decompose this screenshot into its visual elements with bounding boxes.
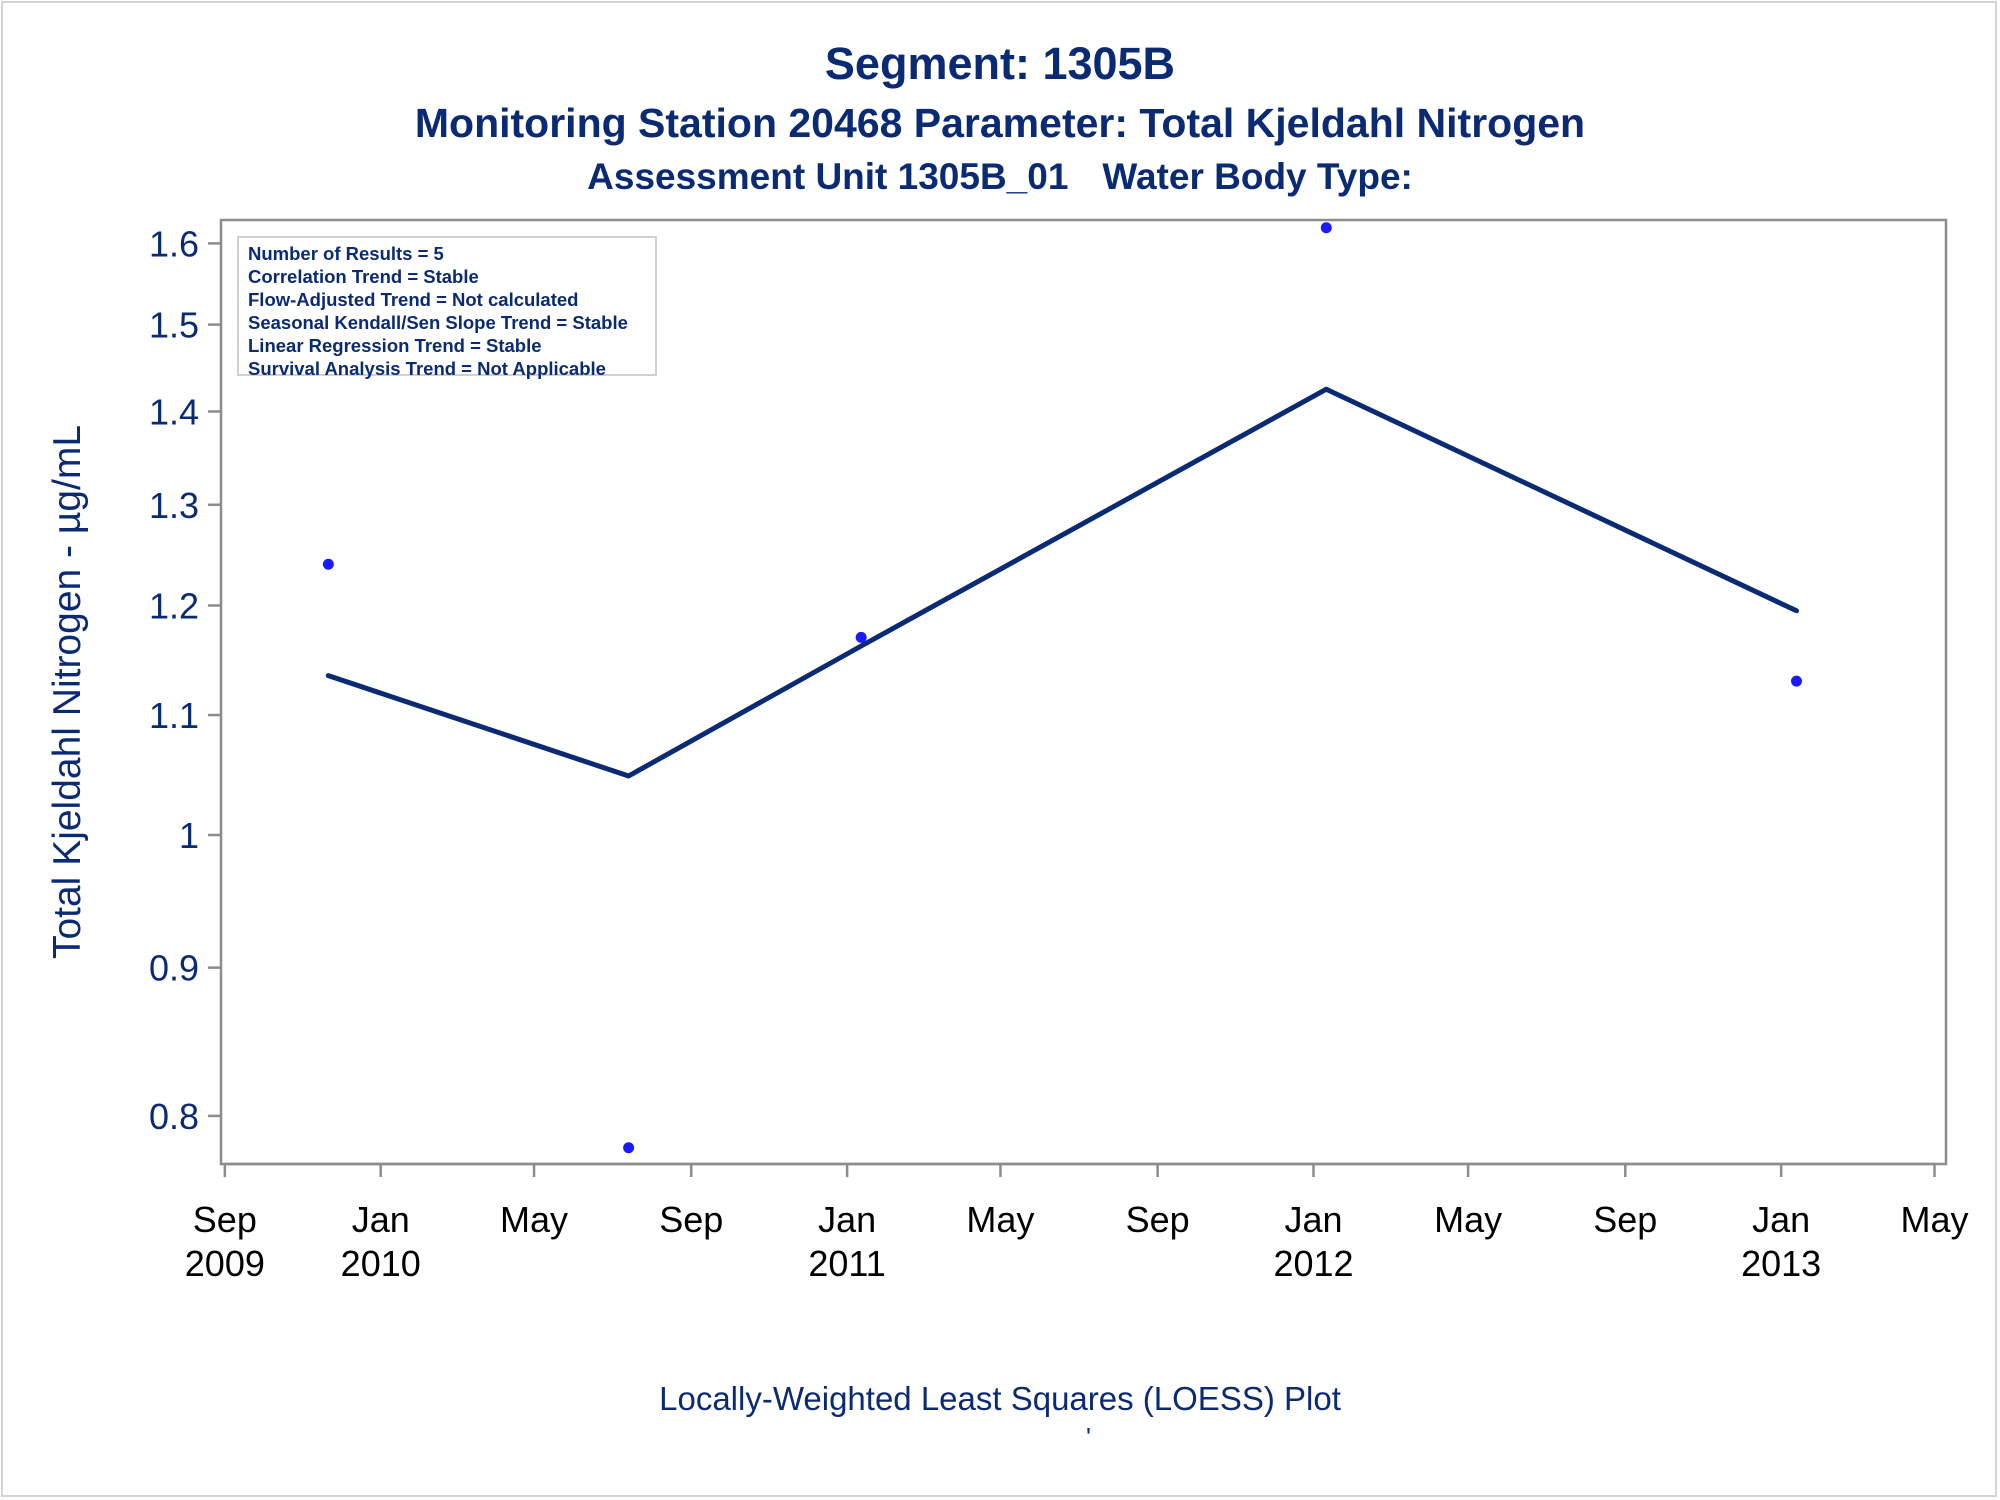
stat-survival-analysis-trend: Survival Analysis Trend = Not Applicable bbox=[248, 358, 606, 379]
stat-linear-regression-trend: Linear Regression Trend = Stable bbox=[248, 335, 542, 356]
x-tick-label: Sep bbox=[659, 1199, 723, 1240]
y-axis-label: Total Kjeldahl Nitrogen - µg/mL bbox=[46, 425, 89, 959]
y-tick-label: 1.5 bbox=[149, 305, 199, 346]
y-tick-label: 1.1 bbox=[149, 695, 199, 736]
y-tick-label: 0.8 bbox=[149, 1096, 199, 1137]
chart-subtitle-2: Assessment Unit 1305B_01 Water Body Type: bbox=[0, 156, 2000, 198]
x-tick-label: Jan bbox=[1284, 1199, 1342, 1240]
assessment-unit-label: Assessment Unit 1305B_01 bbox=[587, 156, 1069, 197]
trend-stats-box: Number of Results = 5 Correlation Trend … bbox=[237, 236, 657, 379]
stat-seasonal-kendall-trend: Seasonal Kendall/Sen Slope Trend = Stabl… bbox=[248, 312, 628, 333]
data-point bbox=[1791, 675, 1802, 687]
x-tick-year-label: 2011 bbox=[808, 1243, 885, 1284]
x-tick-label: Jan bbox=[352, 1199, 410, 1240]
y-tick-label: 1.4 bbox=[149, 391, 199, 432]
x-tick-year-label: 2009 bbox=[185, 1243, 265, 1284]
x-tick-label: May bbox=[966, 1199, 1034, 1240]
y-tick-label: 1 bbox=[179, 815, 199, 856]
chart-subtitle: Monitoring Station 20468 Parameter: Tota… bbox=[414, 100, 1586, 146]
y-tick-label: 1.3 bbox=[149, 485, 199, 526]
data-point bbox=[623, 1142, 635, 1154]
y-tick-label: 0.9 bbox=[149, 948, 199, 989]
water-body-type-label: Water Body Type: bbox=[1102, 156, 1413, 197]
x-tick-label: Sep bbox=[1126, 1199, 1190, 1240]
x-tick-label: Sep bbox=[193, 1199, 257, 1240]
x-tick-label: Jan bbox=[1752, 1199, 1810, 1240]
data-point bbox=[322, 558, 334, 570]
x-tick-label: May bbox=[1900, 1199, 1968, 1240]
x-tick-label: May bbox=[1434, 1199, 1502, 1240]
footnote-mark: ' bbox=[1086, 1422, 1091, 1452]
x-tick-label: Sep bbox=[1593, 1199, 1657, 1240]
data-point bbox=[855, 631, 867, 643]
footnote: Locally-Weighted Least Squares (LOESS) P… bbox=[659, 1380, 1341, 1417]
stat-flow-adjusted-trend: Flow-Adjusted Trend = Not calculated bbox=[248, 289, 579, 310]
y-tick-label: 1.6 bbox=[149, 223, 199, 264]
loess-line bbox=[325, 386, 1799, 779]
chart-title: Segment: 1305B bbox=[824, 38, 1176, 89]
stat-correlation-trend: Correlation Trend = Stable bbox=[248, 266, 479, 287]
x-tick-year-label: 2013 bbox=[1741, 1243, 1821, 1284]
stat-number-of-results: Number of Results = 5 bbox=[248, 243, 444, 264]
data-point bbox=[1320, 222, 1332, 234]
x-tick-label: Jan bbox=[818, 1199, 876, 1240]
x-tick-label: May bbox=[500, 1199, 568, 1240]
x-tick-year-label: 2012 bbox=[1273, 1243, 1353, 1284]
y-tick-label: 1.2 bbox=[149, 586, 199, 627]
x-tick-year-label: 2010 bbox=[341, 1243, 421, 1284]
